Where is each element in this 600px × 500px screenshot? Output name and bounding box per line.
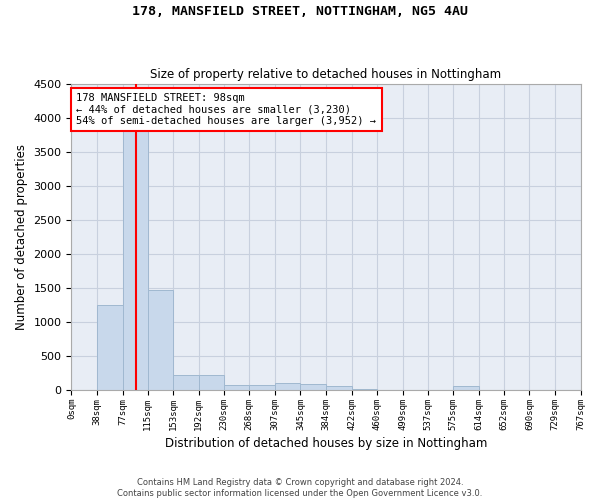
Bar (453, 386, 479, 390)
Y-axis label: Number of detached properties: Number of detached properties (15, 144, 28, 330)
Bar (326, 386, 352, 390)
Bar (148, 290, 173, 390)
X-axis label: Distribution of detached houses by size in Nottingham: Distribution of detached houses by size … (165, 437, 487, 450)
Bar (275, 384, 301, 390)
Bar (173, 375, 199, 390)
Title: Size of property relative to detached houses in Nottingham: Size of property relative to detached ho… (151, 68, 502, 81)
Bar (249, 385, 275, 390)
Text: 178, MANSFIELD STREET, NOTTINGHAM, NG5 4AU: 178, MANSFIELD STREET, NOTTINGHAM, NG5 4… (132, 5, 468, 18)
Bar (122, 118, 148, 390)
Bar (224, 384, 249, 390)
Text: 178 MANSFIELD STREET: 98sqm
← 44% of detached houses are smaller (3,230)
54% of : 178 MANSFIELD STREET: 98sqm ← 44% of det… (76, 93, 376, 126)
Text: Contains HM Land Registry data © Crown copyright and database right 2024.
Contai: Contains HM Land Registry data © Crown c… (118, 478, 482, 498)
Bar (199, 375, 224, 390)
Bar (301, 384, 326, 390)
Bar (97, 305, 122, 390)
